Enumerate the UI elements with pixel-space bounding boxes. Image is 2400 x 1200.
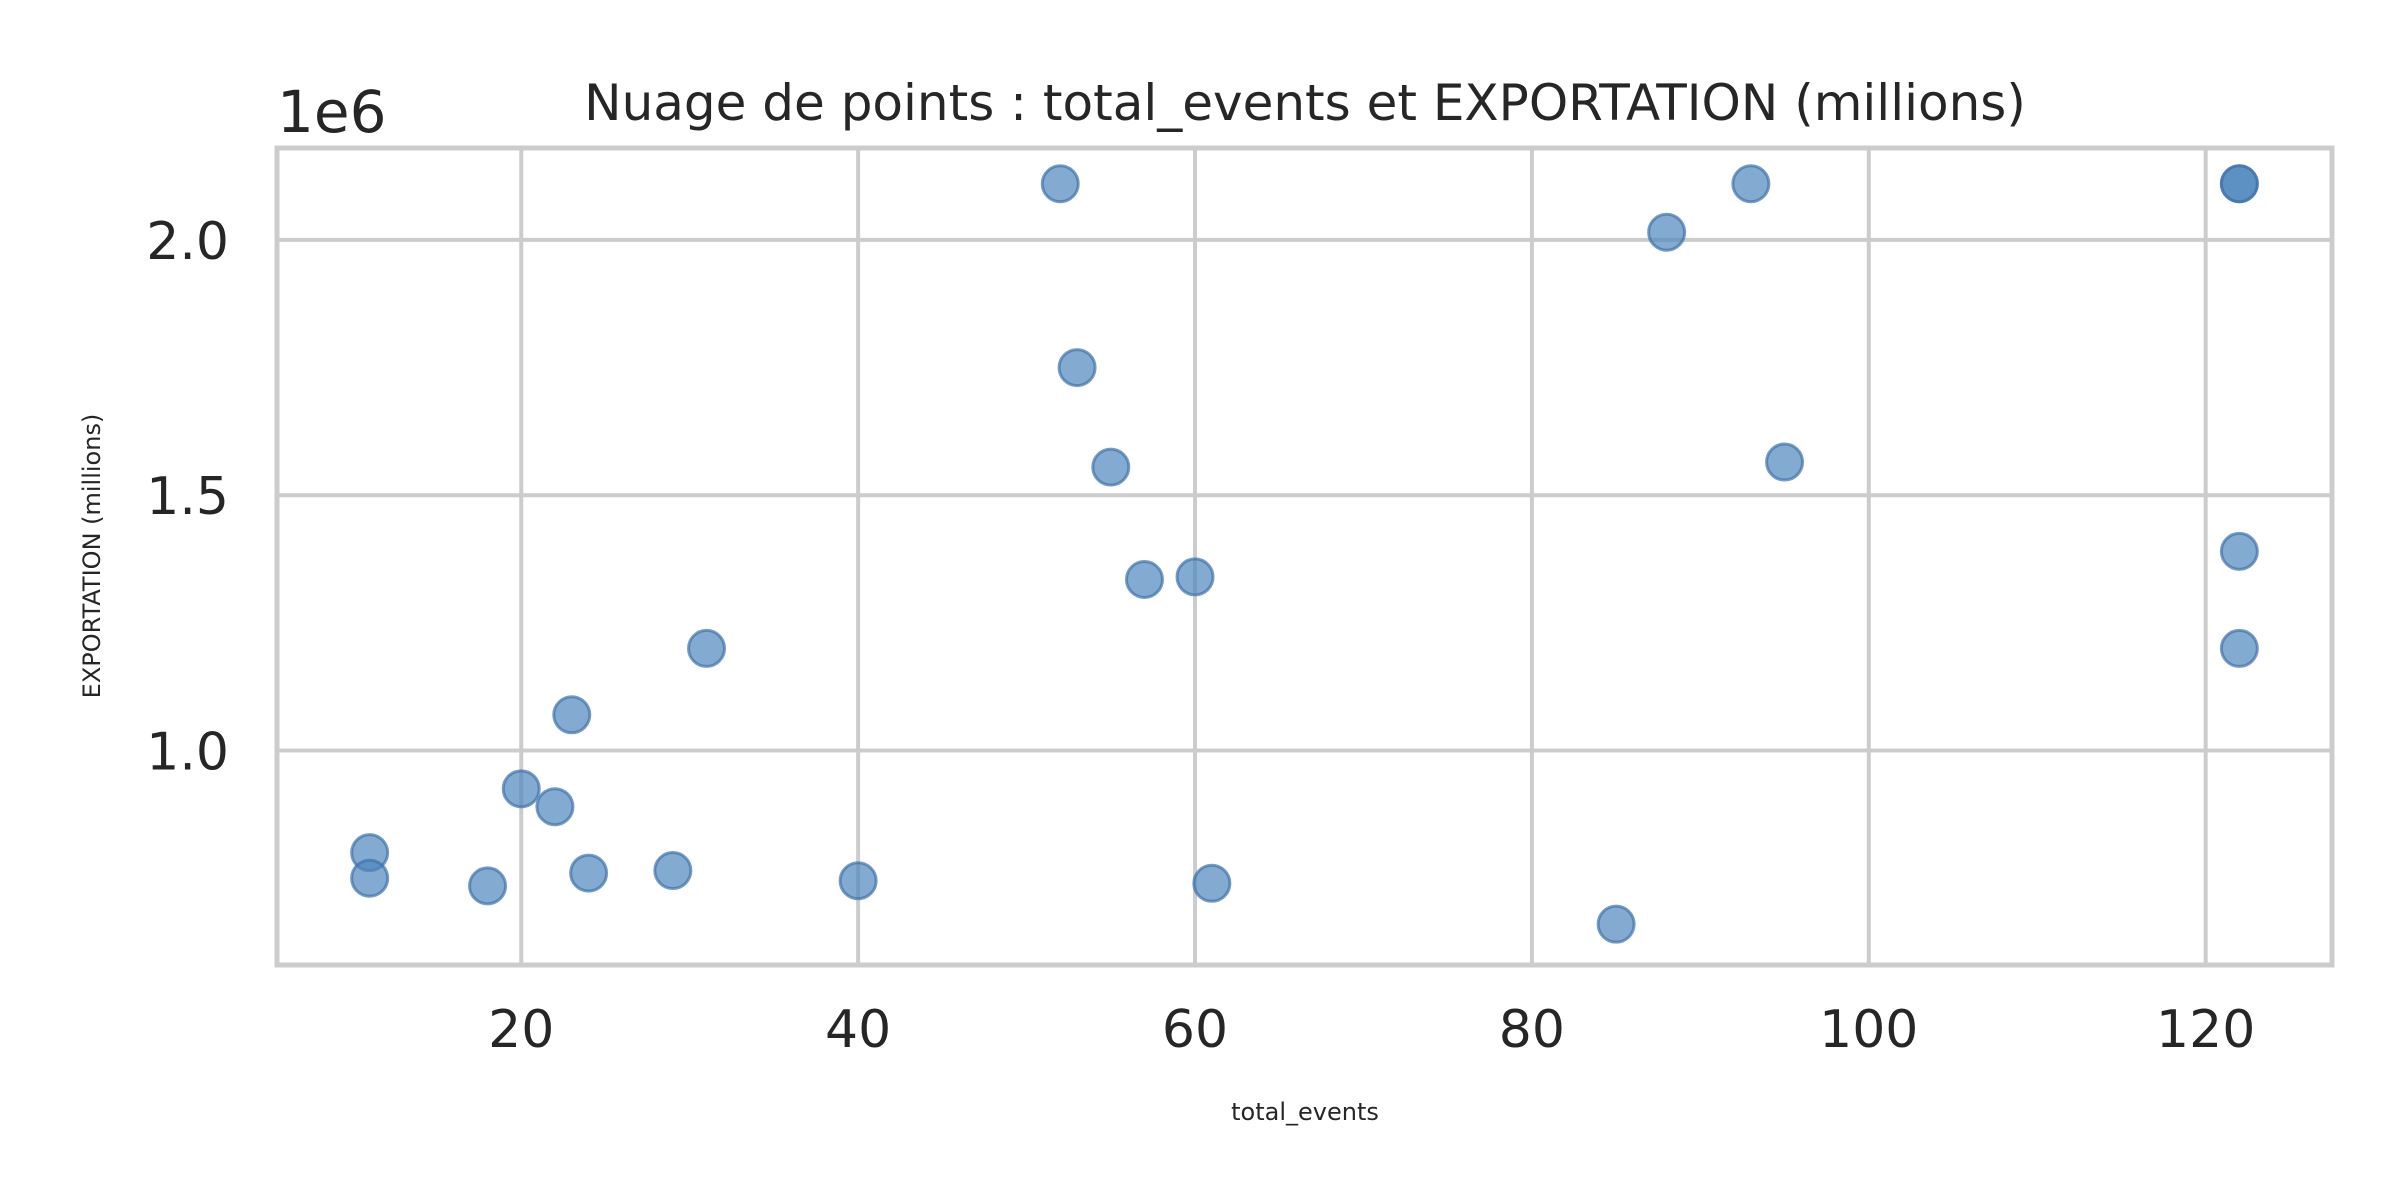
x-tick-label: 60	[1162, 1000, 1228, 1060]
x-tick-labels: 20 40 60 80 100 120	[488, 1000, 2255, 1060]
y-axis-label: EXPORTATION (millions)	[78, 414, 106, 699]
data-point	[1596, 904, 1636, 944]
data-points	[350, 164, 2259, 944]
data-point	[687, 628, 727, 668]
data-point	[1765, 442, 1805, 482]
y-offset-label: 1e6	[277, 78, 387, 146]
data-point	[1647, 212, 1687, 252]
plot-frame	[274, 145, 2335, 968]
x-tick-label: 80	[1499, 1000, 1565, 1060]
y-tick-label: 1.0	[146, 723, 229, 783]
data-point	[535, 787, 575, 827]
data-point	[552, 695, 592, 735]
data-point	[1091, 447, 1131, 487]
data-point	[2219, 531, 2259, 571]
y-tick-label: 2.0	[146, 212, 229, 272]
data-point	[1124, 559, 1164, 599]
data-point	[1731, 164, 1771, 204]
data-point	[653, 851, 693, 891]
x-tick-label: 100	[1819, 1000, 1918, 1060]
grid-lines	[277, 148, 2332, 965]
x-tick-label: 20	[488, 1000, 554, 1060]
data-point	[1057, 348, 1097, 388]
y-tick-label: 1.5	[146, 467, 229, 527]
y-tick-labels: 1.0 1.5 2.0	[146, 212, 229, 783]
data-point	[1040, 164, 1080, 204]
x-axis-label: total_events	[1231, 1098, 1379, 1126]
data-point	[350, 858, 390, 898]
data-point	[838, 861, 878, 901]
x-tick-label: 40	[825, 1000, 891, 1060]
data-point	[1192, 863, 1232, 903]
chart-title: Nuage de points : total_events et EXPORT…	[584, 74, 2026, 132]
data-point	[468, 866, 508, 906]
data-point	[569, 853, 609, 893]
data-point	[1175, 557, 1215, 597]
data-point	[2219, 628, 2259, 668]
data-point	[2219, 164, 2259, 204]
x-tick-label: 120	[2156, 1000, 2255, 1060]
data-point	[501, 769, 541, 809]
